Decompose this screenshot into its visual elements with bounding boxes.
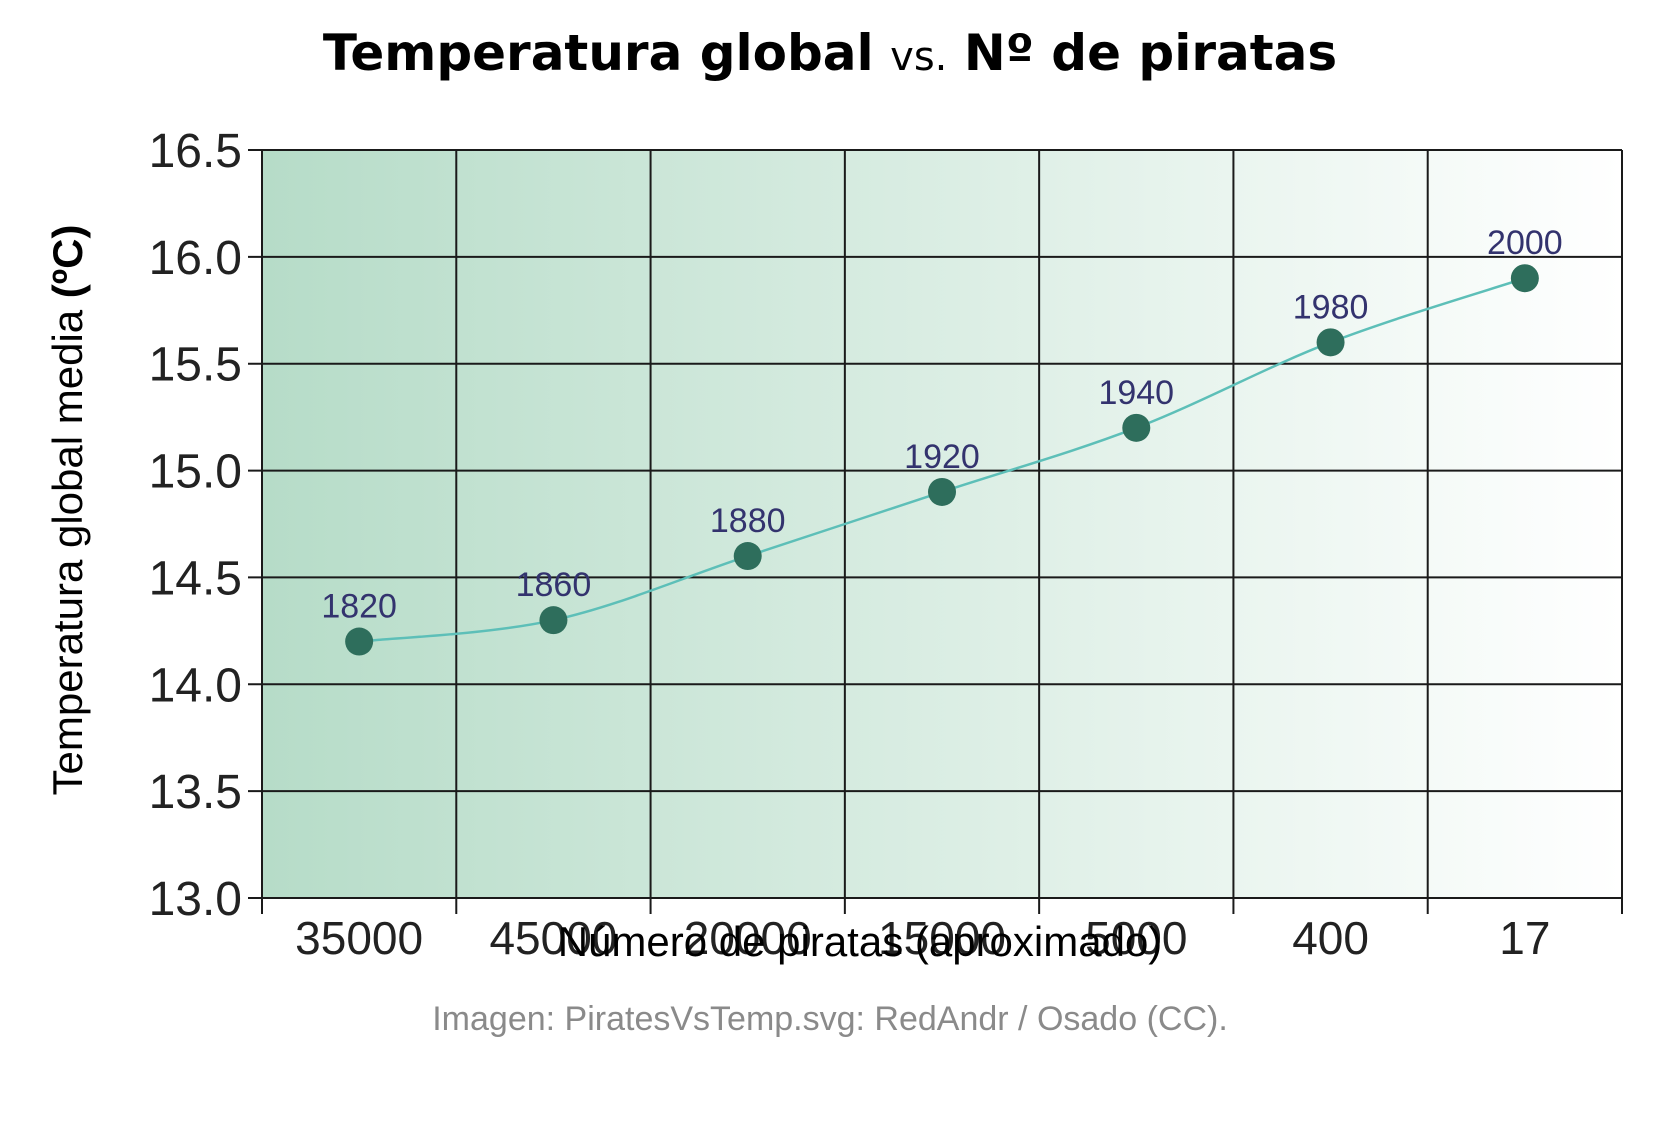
y-tick-label: 16.5 bbox=[149, 125, 242, 178]
x-axis-ticks: 35000 45000 20000 15000 5000 400 17 bbox=[295, 912, 1550, 964]
point-label: 1980 bbox=[1293, 288, 1369, 326]
title-part-2: Nº de piratas bbox=[964, 24, 1337, 82]
point-label: 1940 bbox=[1098, 374, 1174, 412]
data-points bbox=[345, 264, 1539, 656]
x-axis-label: Número de piratas (aproximado) bbox=[558, 918, 1163, 965]
data-point bbox=[733, 542, 762, 571]
data-point bbox=[1316, 328, 1345, 357]
y-tick-label: 13.0 bbox=[149, 873, 242, 926]
y-tick-label: 16.0 bbox=[149, 232, 242, 285]
x-tick-label: 5000 bbox=[1085, 912, 1187, 964]
point-labels: 1820 1860 1880 1920 1940 1980 2000 bbox=[321, 224, 1562, 625]
x-tick-label: 35000 bbox=[295, 912, 423, 964]
y-tick-label: 14.0 bbox=[149, 659, 242, 712]
x-tick-label: 400 bbox=[1292, 912, 1369, 964]
title-part-1: Temperatura global bbox=[323, 24, 874, 82]
y-tick-label: 15.5 bbox=[149, 339, 242, 392]
data-point bbox=[1122, 413, 1151, 442]
chart-title: Temperatura global vs. Nº de piratas bbox=[323, 24, 1337, 82]
plot-background bbox=[262, 150, 1622, 898]
grid bbox=[248, 149, 1623, 914]
x-tick-label: 15000 bbox=[878, 912, 1006, 964]
data-point bbox=[1510, 264, 1539, 293]
x-tick-label: 20000 bbox=[684, 912, 812, 964]
y-axis-label-text: Temperatura global media bbox=[44, 298, 91, 795]
data-point bbox=[928, 477, 956, 506]
data-point bbox=[539, 606, 568, 635]
point-label: 1920 bbox=[904, 438, 980, 476]
point-label: 1860 bbox=[516, 566, 592, 604]
point-label: 2000 bbox=[1487, 224, 1563, 262]
point-label: 1820 bbox=[321, 588, 397, 626]
data-point bbox=[345, 627, 374, 656]
y-tick-label: 14.5 bbox=[149, 552, 242, 605]
y-tick-label: 15.0 bbox=[149, 446, 242, 499]
y-axis-label: Temperatura global media (ºC) bbox=[44, 225, 91, 796]
title-vs: vs. bbox=[890, 34, 947, 80]
image-credit: Imagen: PiratesVsTemp.svg: RedAndr / Osa… bbox=[432, 1000, 1228, 1038]
y-axis-label-unit: (ºC) bbox=[44, 225, 91, 299]
x-tick-label: 45000 bbox=[489, 912, 617, 964]
point-label: 1880 bbox=[710, 502, 786, 540]
y-axis-ticks: 13.0 13.5 14.0 14.5 15.0 15.5 16.0 16.5 bbox=[149, 125, 242, 926]
x-tick-label: 17 bbox=[1499, 912, 1550, 964]
y-tick-label: 13.5 bbox=[149, 766, 242, 819]
